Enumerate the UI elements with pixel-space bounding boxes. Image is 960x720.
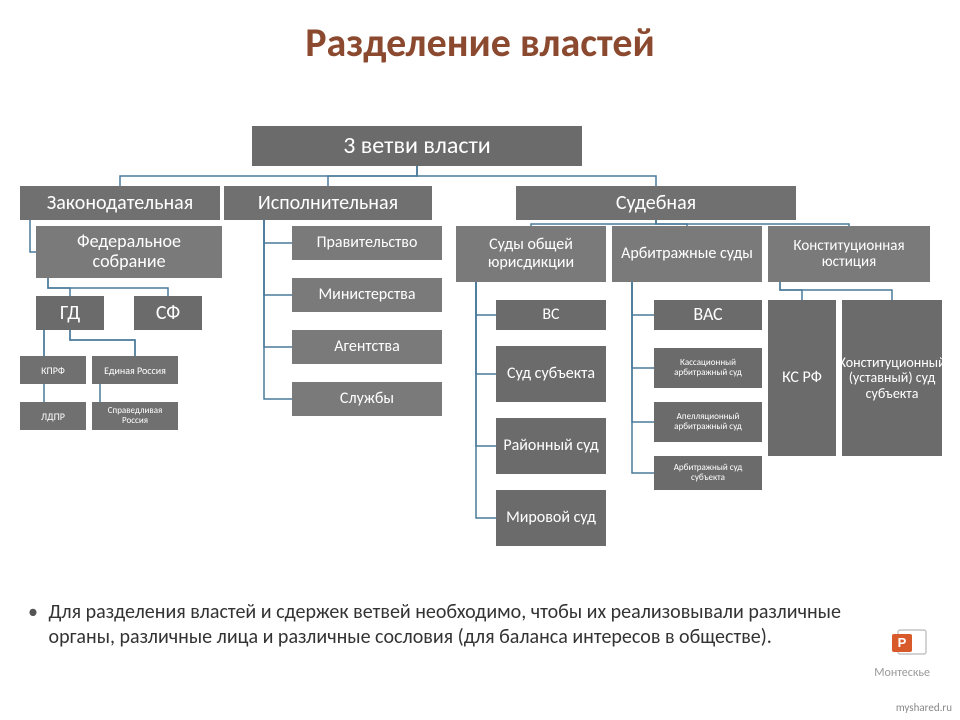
connector [70,330,135,356]
connector [264,220,292,399]
bullet-marker: • [28,600,44,625]
node-ksrf: КС РФ [768,300,836,456]
node-ape: Апелляционный арбитражный суд [654,402,762,442]
connector [48,278,70,296]
connector [264,220,292,347]
connector [476,282,496,315]
bullet-text-block: • Для разделения властей и сдержек ветве… [28,600,908,650]
node-root: 3 ветви власти [252,126,582,166]
connector [476,282,496,446]
node-srv: Службы [292,382,442,416]
connector [632,282,654,368]
connector [632,282,654,422]
node-kssub: Конституционный (уставный) суд субъекта [842,300,942,456]
connector [264,220,292,243]
bullet-text: Для разделения властей и сдержек ветвей … [49,600,879,650]
node-er: Единая Россия [92,356,178,384]
node-asub: Арбитражный суд субъекта [654,456,762,490]
node-exec: Исполнительная [224,186,432,220]
node-sr: Справедливая Россия [92,402,178,430]
node-msud: Мировой суд [496,490,606,546]
powerpoint-icon: P [892,628,928,658]
svg-text:P: P [898,635,907,650]
node-ag: Агентства [292,330,442,364]
node-vas: ВАС [654,300,762,330]
connector [632,282,654,315]
connector [476,282,496,518]
node-arb: Арбитражные суды [612,226,762,282]
node-gd: ГД [36,296,104,330]
node-min: Министерства [292,278,442,312]
watermark: myshared.ru [896,701,952,714]
connector [328,166,417,186]
node-gov: Правительство [292,226,442,260]
node-vs: ВС [496,300,606,330]
node-kprf: КПРФ [20,356,86,384]
node-jud: Судебная [516,186,796,220]
node-leg: Законодательная [20,186,220,220]
connector [780,282,802,300]
caption-right: Монтескье [874,666,930,680]
node-fed: Федеральное собрание [36,226,222,278]
node-ldpr: ЛДПР [20,402,86,430]
connector [632,282,654,473]
node-ssub: Суд субъекта [496,346,606,402]
connector [476,282,496,374]
node-kas: Кассационный арбитражный суд [654,348,762,388]
node-con: Конституционная юстиция [768,226,930,282]
connector [417,166,656,186]
node-rsud: Районный суд [496,418,606,474]
node-sf: СФ [134,296,202,330]
connector [264,220,292,295]
connector [780,282,892,300]
connector [48,278,168,296]
node-gen: Суды общей юрисдикции [456,226,606,282]
